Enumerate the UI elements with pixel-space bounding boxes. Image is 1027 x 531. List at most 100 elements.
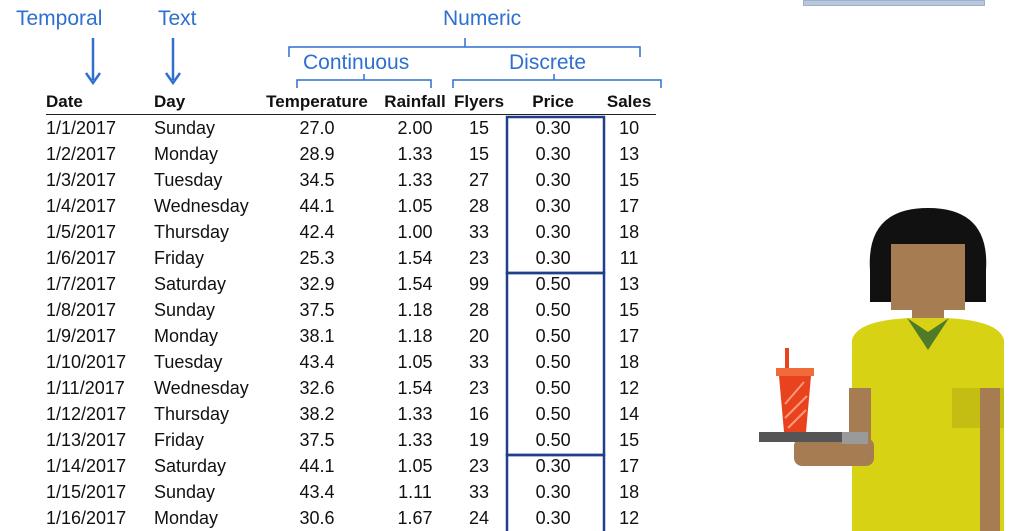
header-sales: Sales xyxy=(602,91,657,115)
table-row: 1/8/2017 Sunday 37.5 1.18 28 0.50 15 xyxy=(46,297,656,323)
cup-lid xyxy=(776,368,814,376)
cell-flyers: 99 xyxy=(469,273,490,294)
cell-rainfall: 1.54 xyxy=(397,247,433,268)
table-header-row: Date Day Temperature Rainfall Flyers Pri… xyxy=(46,91,657,115)
cell-day: Saturday xyxy=(154,273,227,294)
cell-flyers: 33 xyxy=(469,221,490,242)
cell-rainfall: 1.05 xyxy=(397,455,433,476)
cell-rainfall: 1.18 xyxy=(397,325,433,346)
cell-flyers: 23 xyxy=(469,377,490,398)
table-row: 1/4/2017 Wednesday 44.1 1.05 28 0.30 17 xyxy=(46,193,656,219)
tray-end xyxy=(842,432,868,444)
cell-day: Sunday xyxy=(154,117,216,138)
table-row: 1/14/2017 Saturday 44.1 1.05 23 0.30 17 xyxy=(46,453,656,479)
cell-date: 1/16/2017 xyxy=(46,507,127,528)
cell-rainfall: 1.33 xyxy=(397,143,433,164)
cell-price: 0.30 xyxy=(535,507,571,528)
corner-strip xyxy=(803,0,985,6)
table-row: 1/12/2017 Thursday 38.2 1.33 16 0.50 14 xyxy=(46,401,656,427)
table-row: 1/3/2017 Tuesday 34.5 1.33 27 0.30 15 xyxy=(46,167,656,193)
cell-day: Tuesday xyxy=(154,169,223,190)
table-row: 1/1/2017 Sunday 27.0 2.00 15 0.30 10 xyxy=(46,115,656,142)
cell-temperature: 38.2 xyxy=(299,403,335,424)
cell-price: 0.50 xyxy=(535,299,571,320)
cell-date: 1/10/2017 xyxy=(46,351,127,372)
cell-rainfall: 1.33 xyxy=(397,403,433,424)
cell-flyers: 16 xyxy=(469,403,490,424)
cell-sales: 13 xyxy=(619,143,640,164)
cell-temperature: 34.5 xyxy=(299,169,335,190)
cell-date: 1/3/2017 xyxy=(46,169,117,190)
cell-temperature: 42.4 xyxy=(299,221,335,242)
cell-date: 1/12/2017 xyxy=(46,403,127,424)
cell-temperature: 43.4 xyxy=(299,481,335,502)
cell-flyers: 27 xyxy=(469,169,490,190)
cell-date: 1/5/2017 xyxy=(46,221,117,242)
cell-rainfall: 1.05 xyxy=(397,351,433,372)
cell-day: Sunday xyxy=(154,481,216,502)
cell-day: Saturday xyxy=(154,455,227,476)
cell-sales: 17 xyxy=(619,325,640,346)
cell-flyers: 33 xyxy=(469,481,490,502)
cell-flyers: 28 xyxy=(469,299,490,320)
shirt xyxy=(852,318,1004,531)
cell-day: Monday xyxy=(154,325,219,346)
cell-temperature: 32.9 xyxy=(299,273,335,294)
cell-temperature: 37.5 xyxy=(299,429,335,450)
cell-sales: 10 xyxy=(619,117,640,138)
cell-day: Wednesday xyxy=(154,377,249,398)
right-arm xyxy=(980,388,1000,531)
table-row: 1/7/2017 Saturday 32.9 1.54 99 0.50 13 xyxy=(46,271,656,297)
vendor-illustration xyxy=(759,208,1004,531)
cell-sales: 15 xyxy=(619,429,640,450)
cell-date: 1/8/2017 xyxy=(46,299,117,320)
cell-flyers: 24 xyxy=(469,507,490,528)
header-price: Price xyxy=(504,91,603,115)
cell-price: 0.50 xyxy=(535,351,571,372)
cell-temperature: 37.5 xyxy=(299,299,335,320)
cell-sales: 14 xyxy=(619,403,640,424)
cell-rainfall: 1.33 xyxy=(397,429,433,450)
cell-price: 0.50 xyxy=(535,325,571,346)
cell-sales: 17 xyxy=(619,195,640,216)
cup xyxy=(779,376,811,432)
hand xyxy=(794,438,874,466)
table-row: 1/13/2017 Friday 37.5 1.33 19 0.50 15 xyxy=(46,427,656,453)
text-label: Text xyxy=(158,7,197,30)
table-row: 1/9/2017 Monday 38.1 1.18 20 0.50 17 xyxy=(46,323,656,349)
cell-day: Monday xyxy=(154,507,219,528)
cell-price: 0.50 xyxy=(535,377,571,398)
cell-date: 1/7/2017 xyxy=(46,273,117,294)
cell-flyers: 20 xyxy=(469,325,490,346)
cell-day: Sunday xyxy=(154,299,216,320)
cell-price: 0.30 xyxy=(535,221,571,242)
cell-date: 1/4/2017 xyxy=(46,195,117,216)
cell-temperature: 27.0 xyxy=(299,117,335,138)
cell-date: 1/6/2017 xyxy=(46,247,117,268)
cell-rainfall: 1.18 xyxy=(397,299,433,320)
cell-rainfall: 1.54 xyxy=(397,273,433,294)
discrete-label: Discrete xyxy=(509,51,587,74)
header-day: Day xyxy=(154,91,258,115)
cell-sales: 13 xyxy=(619,273,640,294)
cell-sales: 11 xyxy=(619,247,639,268)
table-row: 1/15/2017 Sunday 43.4 1.11 33 0.30 18 xyxy=(46,479,656,505)
cell-flyers: 23 xyxy=(469,247,490,268)
straw xyxy=(785,348,789,370)
cell-flyers: 33 xyxy=(469,351,490,372)
cell-day: Friday xyxy=(154,247,205,268)
cell-rainfall: 1.54 xyxy=(397,377,433,398)
cell-temperature: 25.3 xyxy=(299,247,335,268)
table-body: 1/1/2017 Sunday 27.0 2.00 15 0.30 10 1/2/2017 Mo… xyxy=(46,115,656,531)
continuous-label: Continuous xyxy=(303,51,410,74)
face xyxy=(891,244,965,310)
cell-sales: 18 xyxy=(619,481,640,502)
text-arrow-icon xyxy=(164,38,182,86)
cell-price: 0.30 xyxy=(535,481,571,502)
cell-price: 0.30 xyxy=(535,169,571,190)
cell-temperature: 30.6 xyxy=(299,507,335,528)
table-row: 1/5/2017 Thursday 42.4 1.00 33 0.30 18 xyxy=(46,219,656,245)
cell-price: 0.50 xyxy=(535,429,571,450)
sales-data-table: Date Day Temperature Rainfall Flyers Pri… xyxy=(46,91,657,531)
